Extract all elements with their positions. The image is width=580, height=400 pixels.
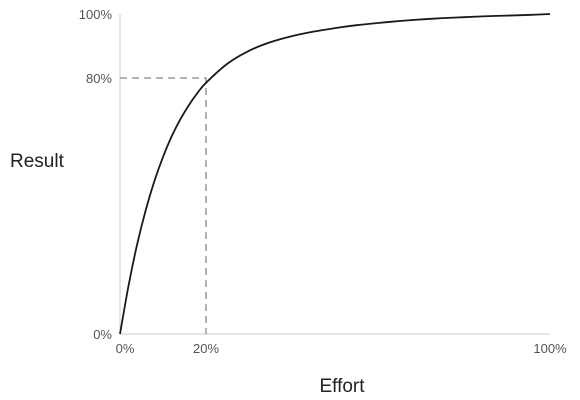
x-tick-label-100: 100% bbox=[533, 341, 567, 356]
x-tick-labels: 0% 20% 100% bbox=[116, 341, 567, 356]
plot-area bbox=[119, 13, 551, 335]
y-tick-labels: 0% 80% 100% bbox=[79, 7, 113, 342]
x-axis-label: Effort bbox=[319, 376, 365, 397]
x-tick-label-0: 0% bbox=[116, 341, 135, 356]
x-tick-label-20: 20% bbox=[193, 341, 219, 356]
series-line bbox=[119, 13, 551, 335]
y-tick-label-0: 0% bbox=[93, 327, 112, 342]
y-axis-label: Result bbox=[10, 151, 65, 172]
dashed-guide-line bbox=[120, 77, 207, 334]
y-tick-label-100: 100% bbox=[79, 7, 113, 22]
y-tick-label-80: 80% bbox=[86, 71, 112, 86]
